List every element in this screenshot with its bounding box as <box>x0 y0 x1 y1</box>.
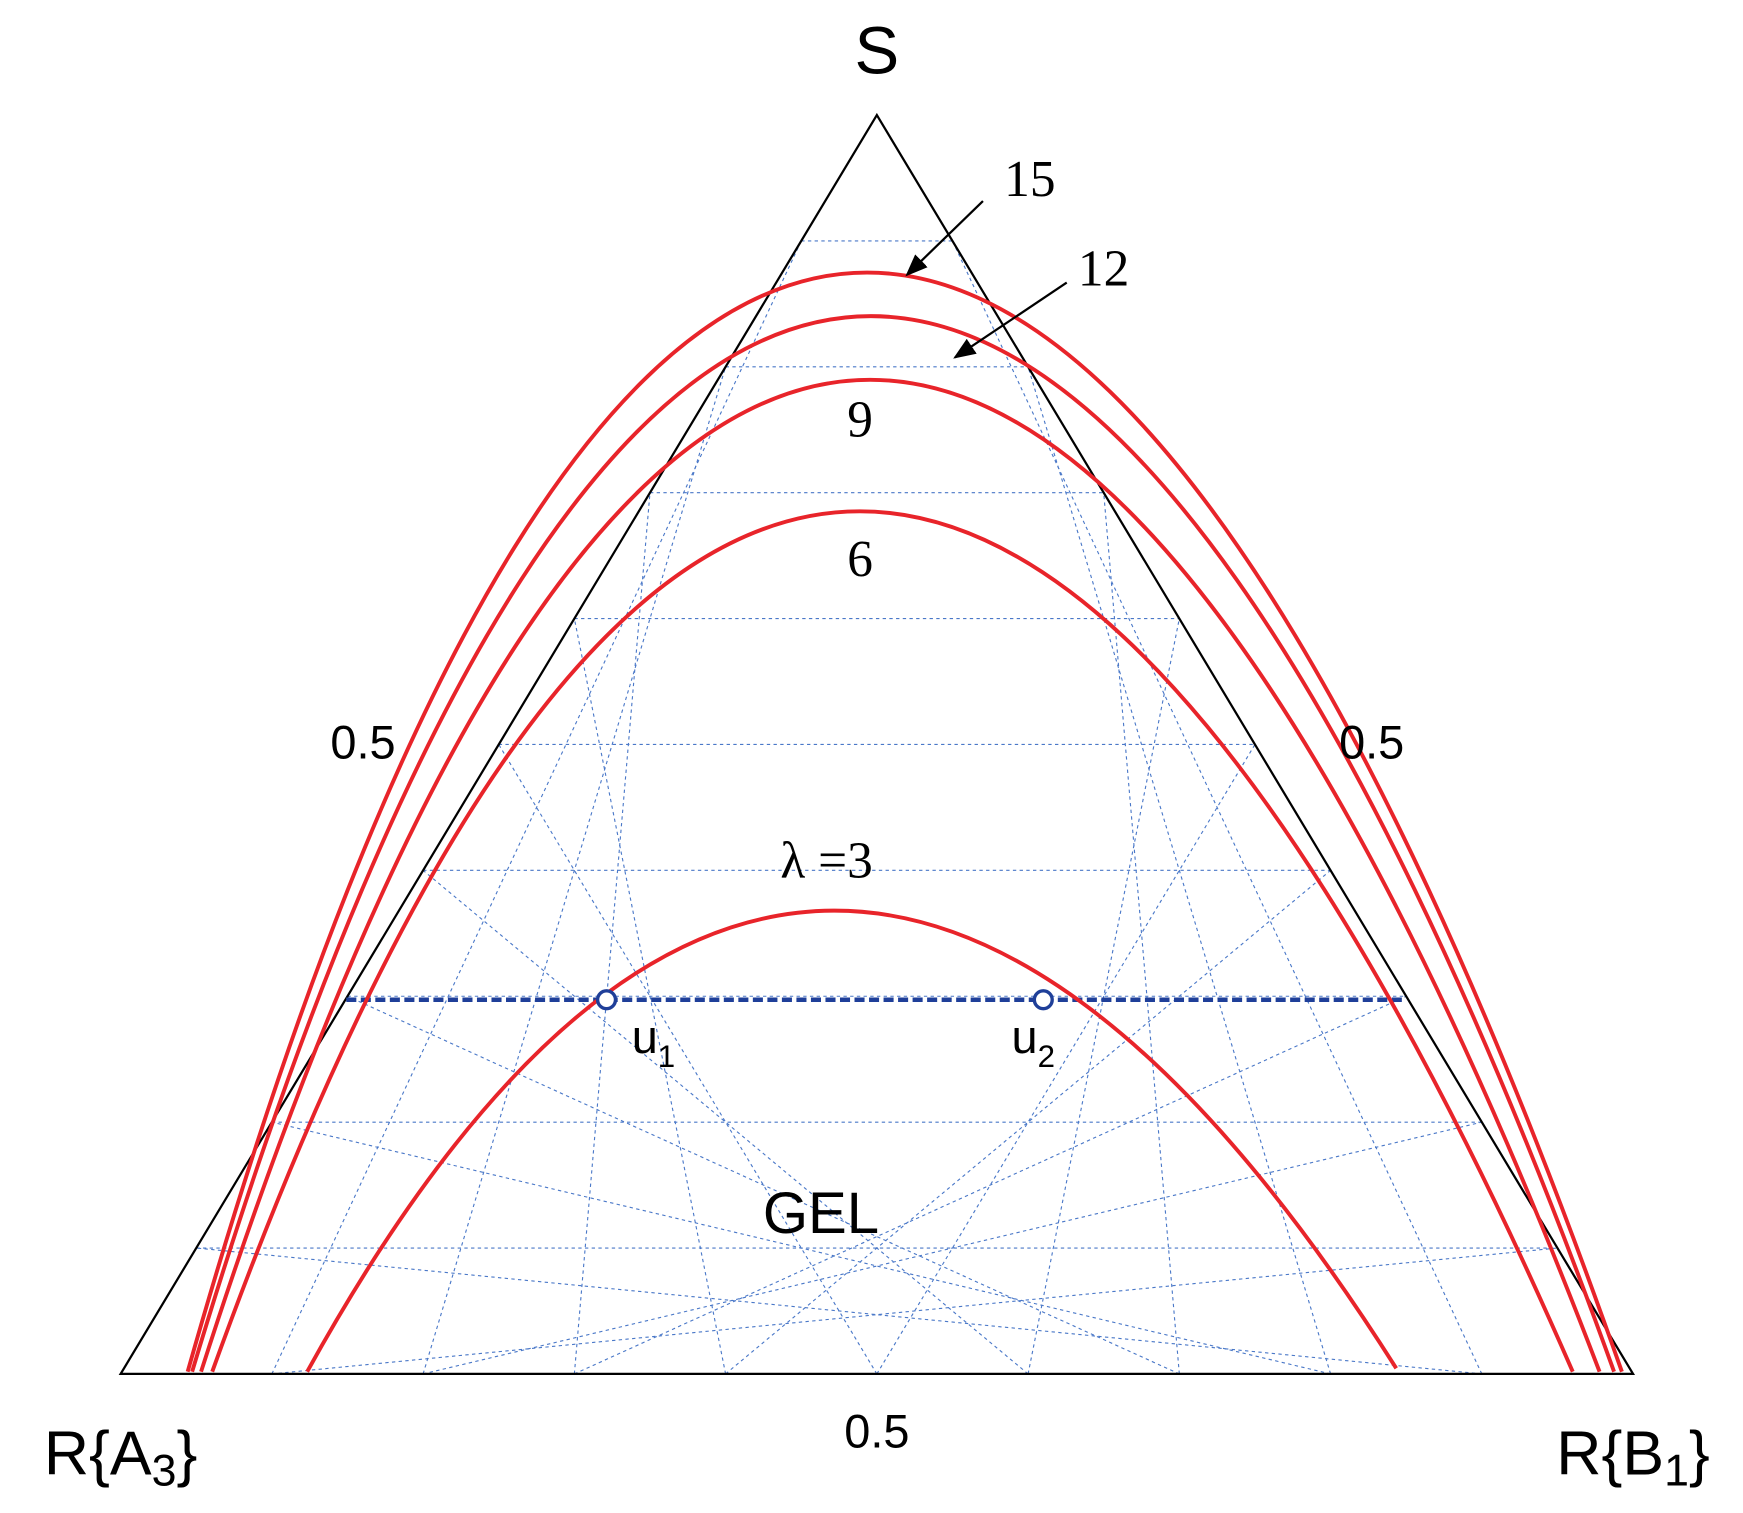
grid-line <box>498 744 878 1375</box>
grid-line <box>1103 492 1180 1374</box>
curve-label: 9 <box>847 391 873 448</box>
grid-line <box>876 744 1256 1375</box>
grid-line <box>574 995 1407 1375</box>
side-label: 0.5 <box>330 717 395 769</box>
arrow-12 <box>953 281 1068 359</box>
grid-line <box>573 492 651 1374</box>
point-label: u2 <box>1011 1011 1054 1074</box>
grid-line <box>422 366 727 1375</box>
label-sub: 1 <box>1664 1446 1689 1495</box>
grid-line <box>347 995 1180 1375</box>
curve-label: 15 <box>1004 151 1055 208</box>
label-sub: 3 <box>152 1446 177 1495</box>
label-sub: 2 <box>1038 1039 1055 1074</box>
side-label: 0.5 <box>1339 717 1404 769</box>
label-main: u <box>632 1011 658 1063</box>
point-label: u1 <box>632 1011 675 1074</box>
grid-line <box>422 1121 1482 1375</box>
grid-line <box>1027 618 1180 1375</box>
label-close: } <box>177 1418 198 1488</box>
curve-9 <box>199 377 1602 1373</box>
grid-line <box>271 1121 1331 1375</box>
grid-line <box>271 240 802 1375</box>
curve-12 <box>190 314 1616 1373</box>
curve-6 <box>210 509 1575 1373</box>
grid-line <box>271 1247 1558 1375</box>
plot: S R{A3} R{B1} 0.5 0.5 0.5 15 12 9 6 λ =3… <box>44 14 1710 1496</box>
point-u2 <box>1032 989 1054 1011</box>
curve-label: 12 <box>1078 240 1129 297</box>
grid-line <box>573 618 727 1375</box>
grid <box>196 240 1558 1375</box>
label-sub: 1 <box>658 1039 675 1074</box>
corner-label: S <box>854 14 899 89</box>
grid-line <box>951 240 1483 1375</box>
arrow-15 <box>905 200 984 277</box>
label-close: } <box>1689 1418 1710 1488</box>
curve-3 <box>305 908 1398 1373</box>
curve-label: λ =3 <box>780 832 872 889</box>
label-main: u <box>1011 1011 1037 1063</box>
triangle <box>118 112 1636 1376</box>
corner-label: R{A3} <box>44 1418 198 1495</box>
region-label: GEL <box>763 1181 879 1246</box>
point-u1 <box>595 989 618 1011</box>
label-main: R{B <box>1556 1418 1664 1488</box>
corner-label: R{B1} <box>1556 1418 1710 1495</box>
curve-15 <box>185 270 1624 1373</box>
label-main: R{A <box>44 1418 152 1488</box>
grid-line <box>196 1247 1482 1375</box>
side-label: 0.5 <box>844 1406 909 1458</box>
curve-label: 6 <box>847 531 873 588</box>
grid-line <box>1027 366 1332 1375</box>
